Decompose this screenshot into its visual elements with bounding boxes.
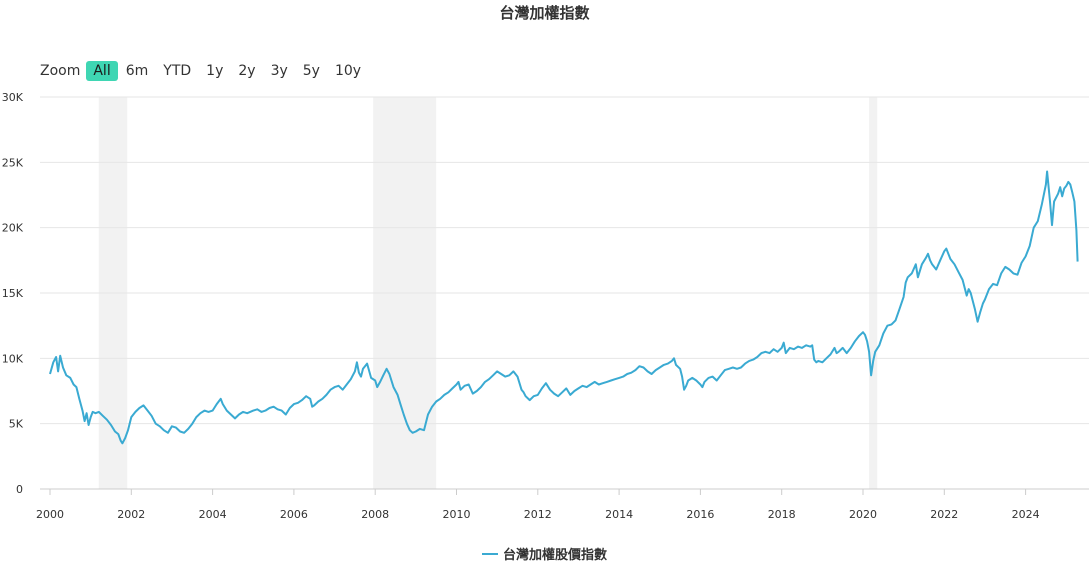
y-tick-label-5: 25K: [2, 156, 24, 169]
y-tick-label-3: 15K: [2, 287, 24, 300]
legend-swatch: [481, 552, 498, 555]
zoom-5y-button[interactable]: 5y: [302, 63, 320, 79]
y-tick-label-4: 20K: [2, 222, 24, 235]
x-tick-label-4: 2008: [361, 508, 389, 521]
y-tick-label-0: 0: [16, 483, 23, 496]
y-axis: 0 5K 10K 15K 20K 25K 30K: [2, 91, 24, 496]
x-tick-label-9: 2018: [768, 508, 796, 521]
x-tick-label-0: 2000: [36, 508, 64, 521]
x-tick-label-1: 2002: [117, 508, 145, 521]
x-tick-label-3: 2006: [280, 508, 308, 521]
legend[interactable]: 台灣加權股價指數: [0, 544, 1089, 563]
zoom-all-button[interactable]: All: [86, 61, 118, 81]
y-tick-label-2: 10K: [2, 352, 24, 365]
zoom-label: Zoom: [40, 63, 81, 79]
grid-lines: [40, 96, 1089, 490]
x-tick-label-2: 2004: [199, 508, 227, 521]
y-tick-label-1: 5K: [9, 418, 24, 431]
x-tick-label-6: 2012: [524, 508, 552, 521]
x-tick-label-12: 2024: [1012, 508, 1040, 521]
chart-title: 台灣加權指數: [499, 4, 590, 22]
x-tick-label-10: 2020: [849, 508, 877, 521]
zoom-ytd-button[interactable]: YTD: [163, 63, 192, 79]
y-tick-label-6: 30K: [2, 91, 24, 104]
zoom-1y-button[interactable]: 1y: [206, 63, 224, 79]
x-tick-label-11: 2022: [930, 508, 958, 521]
zoom-6m-button[interactable]: 6m: [125, 63, 149, 79]
series-line-0[interactable]: [49, 170, 1079, 445]
x-tick-label-5: 2010: [443, 508, 471, 521]
zoom-selector: Zoom All 6m YTD 1y 2y 3y 5y 10y: [40, 59, 369, 83]
legend-label: 台灣加權股價指數: [502, 548, 607, 563]
series-group: [49, 170, 1079, 445]
x-axis: 2000 2002 2004 2006 2008 2010 2012 2014 2016 2018…: [36, 489, 1040, 521]
zoom-3y-button[interactable]: 3y: [270, 63, 288, 79]
zoom-2y-button[interactable]: 2y: [238, 63, 256, 79]
x-tick-label-7: 2014: [605, 508, 633, 521]
x-tick-label-8: 2016: [686, 508, 714, 521]
zoom-10y-button[interactable]: 10y: [334, 63, 362, 79]
